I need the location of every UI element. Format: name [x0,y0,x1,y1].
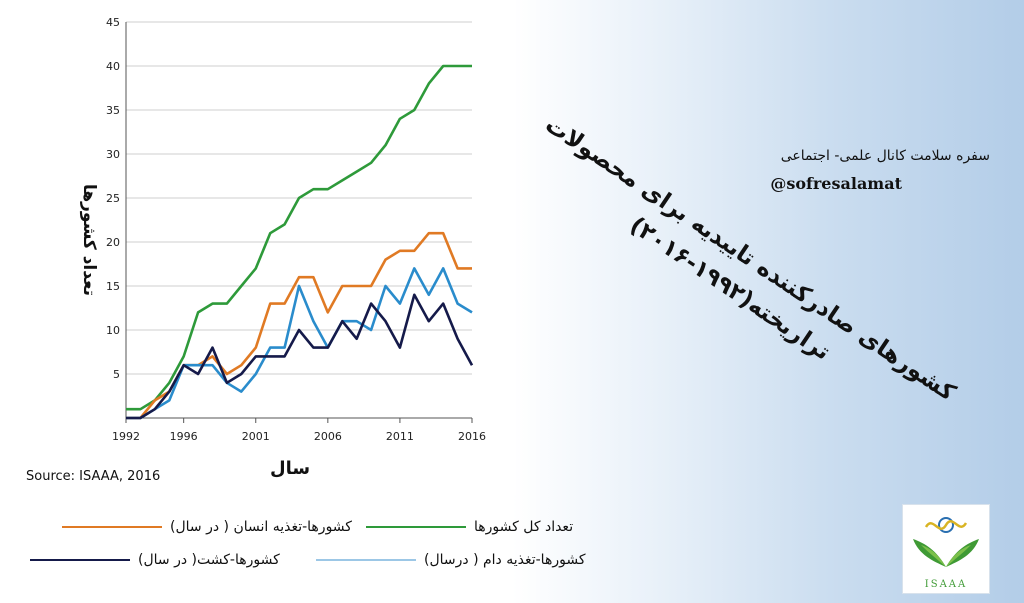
x-tick-label: 1992 [112,430,140,443]
series-line-2 [126,231,472,420]
legend-swatch-green [366,526,466,528]
series-line-4 [126,293,474,420]
legend-item-cultivation: کشورها-کشت( در سال) [30,548,280,572]
y-tick-label: 25 [106,192,120,205]
channel-name: سفره سلامت کانال علمی- اجتماعی [780,148,990,164]
legend-label: کشورها-تغذیه انسان ( در سال) [170,519,352,535]
y-axis-title: تعداد کشورها [79,184,99,296]
y-tick-label: 45 [106,16,120,29]
y-tick-label: 5 [113,368,120,381]
legend-swatch-navy [30,559,130,561]
x-tick-label: 2001 [242,430,270,443]
x-tick-label: 2011 [386,430,414,443]
x-tick-label: 1996 [170,430,198,443]
series-line-3 [126,267,473,420]
x-tick-label: 2016 [458,430,486,443]
legend-item-total: تعداد کل کشورها [366,515,573,539]
title-line-2: تراریخته(۱۹۹۲-۲۰۱۶) [625,212,835,366]
legend-label: تعداد کل کشورها [474,519,574,535]
y-tick-label: 35 [106,104,120,117]
legend-swatch-lightblue [316,559,416,561]
y-tick-label: 15 [106,280,120,293]
chart-panel: 5 10 15 20 25 30 35 40 45 1992 1996 2001 2006 2011 201… [0,0,516,495]
line-chart: 5 10 15 20 25 30 35 40 45 1992 1996 2001 2006 2011 201… [79,16,486,479]
series-layer [126,64,474,420]
channel-handle: @sofresalamat [770,174,902,193]
legend-item-feed: کشورها-تغذیه دام ( درسال) [316,548,585,572]
title-line-1: کشورهای صادرکننده تاییدیه برای محصولات [540,111,960,407]
y-tick-label: 40 [106,60,120,73]
axis-layer: 5 10 15 20 25 30 35 40 45 1992 1996 2001 2006 2011 201… [106,16,486,443]
legend-swatch-orange [62,526,162,528]
y-tick-label: 20 [106,236,120,249]
y-tick-label: 10 [106,324,120,337]
legend-label: کشورها-کشت( در سال) [138,552,280,568]
legend-item-food: کشورها-تغذیه انسان ( در سال) [62,515,352,539]
y-tick-label: 30 [106,148,120,161]
logo-text: ISAAA [925,579,967,590]
x-tick-label: 2006 [314,430,342,443]
isaaa-logo: ISAAA [902,504,990,594]
source-note: Source: ISAAA, 2016 [14,462,176,492]
x-axis-title: سال [270,458,310,479]
series-line-1 [126,64,472,411]
legend-label: کشورها-تغذیه دام ( درسال) [424,552,586,568]
